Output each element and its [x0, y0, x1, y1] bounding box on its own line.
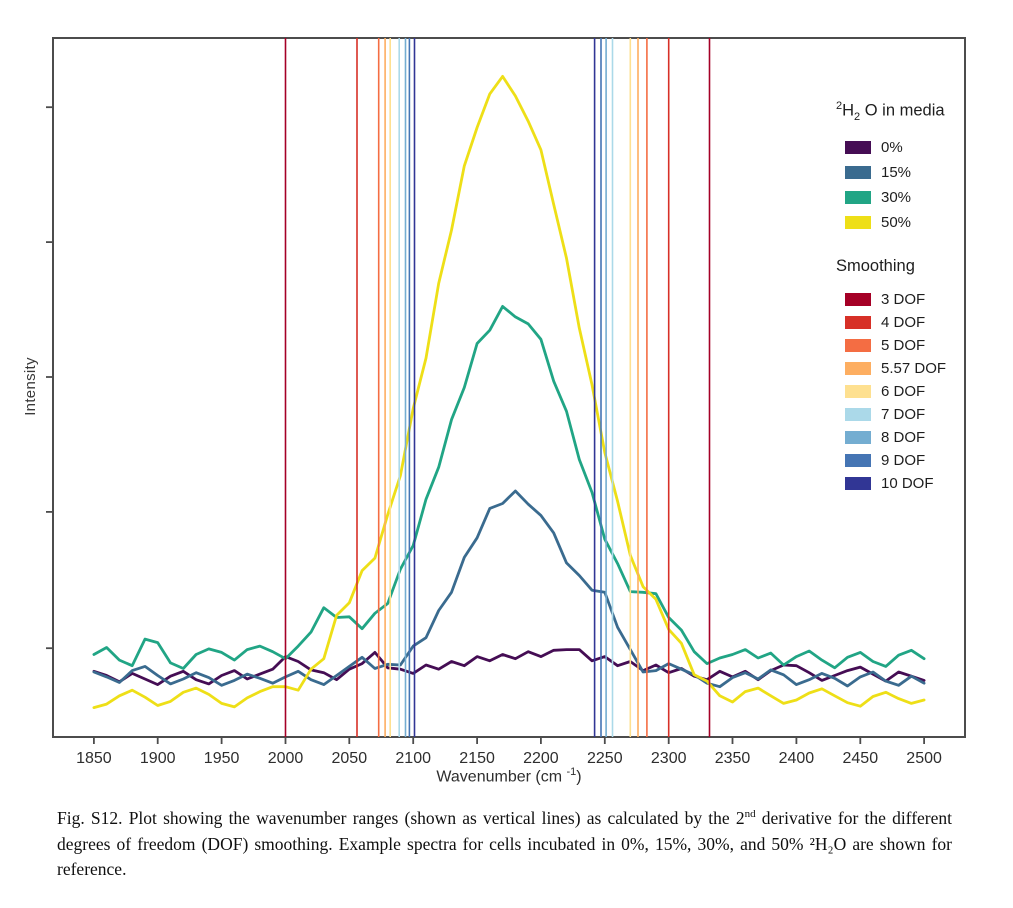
legend-media-swatch-30pct [845, 190, 871, 204]
spectrum-line-15pct [92, 489, 926, 689]
figure-page: 1850 1900 1950 2000 2050 2100 2150 2200 2250 2300… [22, 37, 1006, 883]
x-tick-label: 2100 [395, 750, 431, 767]
legend-smoothing-item-8-dof: 8 DOF [845, 426, 1006, 449]
legend-smoothing-item-4-dof: 4 DOF [845, 311, 1006, 334]
legend-smoothing-item-3-dof: 3 DOF [845, 288, 1006, 311]
plot-canvas: 1850 1900 1950 2000 2050 2100 2150 2200 2250 2300… [46, 37, 966, 767]
legend-smoothing-swatch-4-dof [845, 315, 871, 329]
legend-smoothing-label-5-57-dof: 5.57 DOF [881, 359, 947, 377]
media-title-symbol: H [842, 101, 855, 120]
x-tick-label: 2400 [779, 750, 815, 767]
y-axis-label: Intensity [22, 357, 39, 416]
legend-media-label-0pct: 0% [881, 138, 903, 156]
media-title-superscript: 2 [836, 100, 843, 112]
legend-smoothing-label-4-dof: 4 DOF [881, 313, 926, 331]
x-tick-label: 2250 [587, 750, 623, 767]
caption-superscript: nd [744, 808, 756, 821]
x-tick-label: 2450 [843, 750, 879, 767]
legend-smoothing-swatch-9-dof [845, 453, 871, 467]
legend-smoothing-item-10-dof: 10 DOF [845, 472, 1006, 495]
x-tick-label: 2150 [459, 750, 495, 767]
spectra-plot: 1850 1900 1950 2000 2050 2100 2150 2200 2250 2300… [22, 37, 1006, 786]
spectrum-line-50pct [92, 75, 926, 709]
legend-media-item-50pct: 50% [845, 210, 1006, 235]
x-tick-label: 2500 [906, 750, 942, 767]
legend-smoothing-swatch-7-dof [845, 407, 871, 421]
x-tick-label: 2050 [332, 750, 368, 767]
legend-smoothing-label-3-dof: 3 DOF [881, 290, 926, 308]
caption-text-cont: derivative for the different degrees of … [57, 808, 952, 880]
legend-media-item-0pct: 0% [845, 135, 1006, 160]
caption-text: Fig. S12. Plot showing the wavenumber ra… [57, 808, 745, 828]
legend-smoothing-label-9-dof: 9 DOF [881, 451, 926, 469]
x-tick-label: 1850 [76, 750, 112, 767]
x-tick-label: 2200 [523, 750, 559, 767]
legend-smoothing-item-7-dof: 7 DOF [845, 403, 1006, 426]
figure-caption: Fig. S12. Plot showing the wavenumber ra… [57, 806, 952, 883]
x-axis-label-superscript: -1 [566, 766, 577, 778]
legend-media-swatch-0pct [845, 140, 871, 154]
x-axis-label-close: ) [576, 768, 582, 786]
legend-media-swatch-15pct [845, 165, 871, 179]
x-tick-label: 2350 [715, 750, 751, 767]
media-title-rest: O in media [860, 101, 945, 120]
legend-smoothing-swatch-3-dof [845, 292, 871, 306]
legend-smoothing-swatch-5-57-dof [845, 361, 871, 375]
x-tick-label: 2000 [268, 750, 304, 767]
legend-media-items: 0% 15% 30% 50% [845, 135, 1006, 235]
plot-border [52, 37, 966, 738]
spectrum-line-30pct [92, 304, 926, 670]
legend-smoothing-swatch-10-dof [845, 476, 871, 490]
legend-smoothing-item-5-57-dof: 5.57 DOF [845, 357, 1006, 380]
legend-media-label-30pct: 30% [881, 188, 912, 206]
legend-smoothing-swatch-5-dof [845, 338, 871, 352]
media-title-subscript: 2 [854, 110, 861, 123]
legend-smoothing-label-6-dof: 6 DOF [881, 382, 926, 400]
legend-smoothing-label-8-dof: 8 DOF [881, 428, 926, 446]
legend-media-swatch-50pct [845, 215, 871, 229]
legend-smoothing-item-6-dof: 6 DOF [845, 380, 1006, 403]
legend-smoothing-title: Smoothing [836, 256, 915, 275]
x-tick-label: 1900 [140, 750, 176, 767]
legend-smoothing-label-5-dof: 5 DOF [881, 336, 926, 354]
x-axis-label-text: Wavenumber (cm [436, 768, 567, 786]
legend-smoothing-label-10-dof: 10 DOF [881, 474, 934, 492]
legend-media-title: 2H2 O in media [836, 100, 1006, 123]
legend-smoothing-items: 3 DOF 4 DOF 5 DOF 5.57 DOF 6 DOF 7 DOF 8 DOF 9 … [845, 288, 1006, 495]
legend-smoothing-item-5-dof: 5 DOF [845, 334, 1006, 357]
legend-media-label-15pct: 15% [881, 163, 912, 181]
legend-smoothing-swatch-6-dof [845, 384, 871, 398]
legend-media-item-30pct: 30% [845, 185, 1006, 210]
x-tick-label: 1950 [204, 750, 240, 767]
legend-smoothing-item-9-dof: 9 DOF [845, 449, 1006, 472]
legend-media-item-15pct: 15% [845, 160, 1006, 185]
x-axis-label: Wavenumber (cm -1) [53, 766, 965, 786]
legend-smoothing-swatch-8-dof [845, 430, 871, 444]
legend: 2H2 O in media 0% 15% 30% 50% Smoothing 3 D… [836, 100, 1006, 495]
legend-smoothing-label-7-dof: 7 DOF [881, 405, 926, 423]
legend-media-label-50pct: 50% [881, 213, 912, 231]
x-tick-label: 2300 [651, 750, 687, 767]
